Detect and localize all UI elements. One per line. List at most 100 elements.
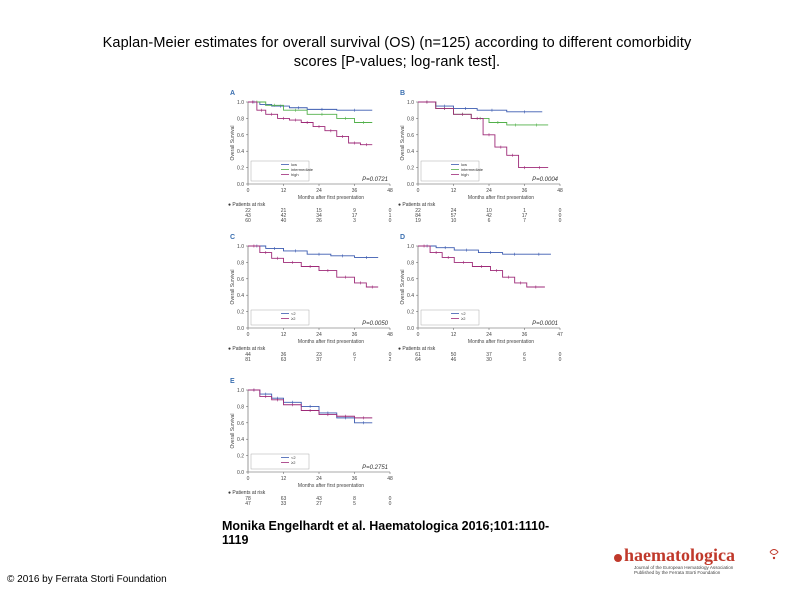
y-tick-label: 0.8 <box>237 404 244 410</box>
panel-label: D <box>400 234 405 241</box>
y-tick-label: 0.4 <box>237 149 244 155</box>
risk-value: 37 <box>486 352 492 358</box>
risk-value: 26 <box>316 218 322 224</box>
x-tick-label: 36 <box>522 188 528 194</box>
x-tick-label: 48 <box>387 332 393 338</box>
legend-label: ≥2 <box>291 316 296 321</box>
risk-value: 43 <box>245 213 251 219</box>
y-tick-label: 0.4 <box>407 293 414 299</box>
y-tick-label: 0.4 <box>237 293 244 299</box>
x-tick-label: 36 <box>352 188 358 194</box>
km-curve-purple <box>248 101 373 146</box>
risk-value: 30 <box>486 357 492 363</box>
risk-value: 10 <box>486 208 492 214</box>
risk-header: ● Patients at risk <box>228 202 266 208</box>
risk-value: 17 <box>522 213 528 219</box>
y-tick-label: 0.2 <box>237 166 244 172</box>
logo-subtitle-1: Journal of the European Hematology Assoc… <box>634 565 734 570</box>
risk-value: 78 <box>245 496 251 502</box>
x-tick-label: 0 <box>247 332 250 338</box>
risk-value: 5 <box>353 501 356 507</box>
risk-value: 43 <box>316 496 322 502</box>
risk-header: ● Patients at risk <box>228 346 266 352</box>
slide-title-line2: scores [P-values; log-rank test]. <box>293 54 501 70</box>
x-tick-label: 24 <box>316 332 322 338</box>
risk-value: 34 <box>316 213 322 219</box>
risk-value: 5 <box>523 357 526 363</box>
risk-value: 9 <box>353 208 356 214</box>
legend-label: <2 <box>291 311 296 316</box>
km-figure: A 0.0 0.2 0.4 0.6 0.8 1.0 0 12 24 36 48 Overall Surv… <box>222 86 582 507</box>
risk-value: 33 <box>281 501 287 507</box>
risk-value: 2 <box>389 357 392 363</box>
y-tick-label: 0.6 <box>407 277 414 283</box>
km-panel-b: B 0.0 0.2 0.4 0.6 0.8 1.0 0 12 24 36 48 Overall Surv… <box>398 90 563 224</box>
risk-header: ● Patients at risk <box>398 202 436 208</box>
risk-value: 1 <box>389 213 392 219</box>
y-tick-label: 0.8 <box>407 116 414 122</box>
legend-label: intermediate <box>461 167 484 172</box>
risk-value: 7 <box>353 357 356 363</box>
haematologica-logo: haematologica Journal of the European He… <box>612 546 782 576</box>
y-tick-label: 1.0 <box>407 244 414 250</box>
x-tick-label: 0 <box>247 476 250 482</box>
y-tick-label: 0.6 <box>407 133 414 139</box>
risk-value: 0 <box>559 208 562 214</box>
risk-value: 84 <box>415 213 421 219</box>
copyright-text: © 2016 by Ferrata Storti Foundation <box>7 574 167 585</box>
risk-value: 42 <box>486 213 492 219</box>
risk-header: ● Patients at risk <box>398 346 436 352</box>
risk-value: 3 <box>353 218 356 224</box>
x-tick-label: 24 <box>486 188 492 194</box>
legend-box <box>250 160 310 182</box>
y-tick-label: 0.2 <box>237 454 244 460</box>
y-tick-label: 0.8 <box>237 116 244 122</box>
legend-label: ≥2 <box>461 316 466 321</box>
x-tick-label: 48 <box>387 476 393 482</box>
risk-value: 8 <box>353 496 356 502</box>
y-tick-label: 0.0 <box>237 470 244 476</box>
legend-label: <2 <box>461 311 466 316</box>
x-tick-label: 24 <box>316 188 322 194</box>
risk-value: 0 <box>559 218 562 224</box>
risk-value: 40 <box>281 218 287 224</box>
x-axis-label: Months after first presentation <box>468 339 534 345</box>
slide-title: Kaplan-Meier estimates for overall survi… <box>20 34 774 72</box>
risk-value: 63 <box>281 496 287 502</box>
citation-line2: 1119 <box>222 533 249 547</box>
x-tick-label: 48 <box>557 188 563 194</box>
y-axis-label: Overall Survival <box>400 269 406 304</box>
y-tick-label: 1.0 <box>407 100 414 106</box>
logo-red-dot <box>614 554 622 562</box>
km-panel-d: D 0.0 0.2 0.4 0.6 0.8 1.0 0 12 24 36 47 Overall Surv… <box>398 234 563 363</box>
risk-value: 24 <box>451 208 457 214</box>
y-tick-label: 0.0 <box>237 182 244 188</box>
km-panel-c: C 0.0 0.2 0.4 0.6 0.8 1.0 0 12 24 36 48 Overall Surv… <box>228 234 393 363</box>
y-tick-label: 1.0 <box>237 388 244 394</box>
risk-value: 64 <box>415 357 421 363</box>
x-axis-label: Months after first presentation <box>298 195 364 201</box>
x-tick-label: 12 <box>281 188 287 194</box>
y-tick-label: 0.0 <box>407 326 414 332</box>
logo-wordmark: haematologica <box>624 546 735 565</box>
risk-value: 7 <box>523 218 526 224</box>
risk-value: 6 <box>488 218 491 224</box>
panel-label: C <box>230 234 235 241</box>
risk-value: 22 <box>415 208 421 214</box>
y-tick-label: 0.2 <box>407 310 414 316</box>
y-tick-label: 0.6 <box>237 133 244 139</box>
risk-header: ● Patients at risk <box>228 490 266 496</box>
y-tick-label: 0.2 <box>407 166 414 172</box>
km-curve-blue <box>418 101 543 113</box>
x-tick-label: 36 <box>352 476 358 482</box>
panel-label: B <box>400 90 405 97</box>
legend-label: intermediate <box>291 167 314 172</box>
risk-value: 15 <box>316 208 322 214</box>
y-tick-label: 0.6 <box>237 421 244 427</box>
y-axis-label: Overall Survival <box>230 269 236 304</box>
y-tick-label: 1.0 <box>237 244 244 250</box>
p-value: P=0.0050 <box>362 321 389 327</box>
legend-label: high <box>461 172 469 177</box>
risk-value: 42 <box>281 213 287 219</box>
km-panel-a: A 0.0 0.2 0.4 0.6 0.8 1.0 0 12 24 36 48 Overall Surv… <box>228 90 393 224</box>
